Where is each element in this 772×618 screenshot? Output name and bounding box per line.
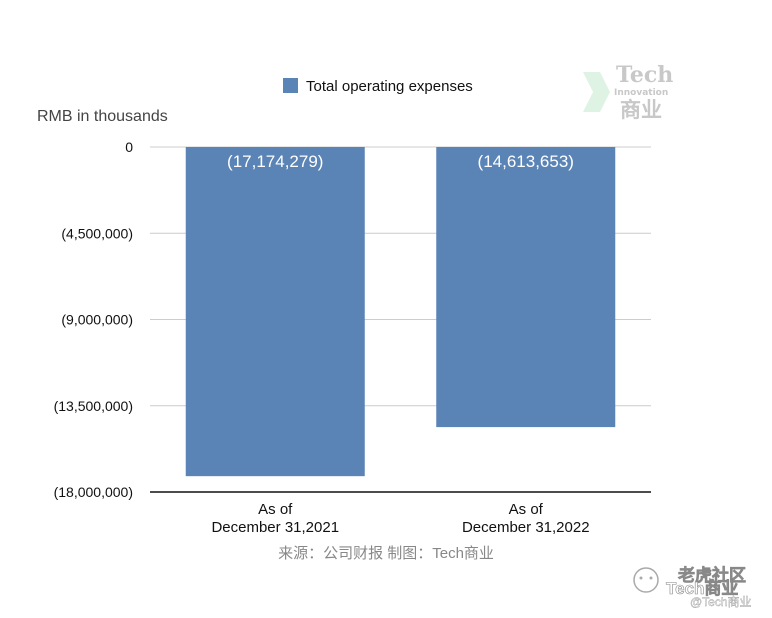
y-tick-label: (13,500,000) bbox=[54, 398, 133, 414]
wechat-icon-dot2 bbox=[649, 576, 653, 580]
y-axis-label: RMB in thousands bbox=[37, 108, 168, 125]
x-tick-label: December 31,2021 bbox=[211, 519, 339, 536]
legend-label: Total operating expenses bbox=[306, 78, 473, 95]
y-tick-label: (4,500,000) bbox=[61, 225, 133, 241]
watermark-bottom-line2: Tech商业 bbox=[666, 578, 738, 598]
bar-data-label: (17,174,279) bbox=[227, 152, 323, 171]
x-tick-label: December 31,2022 bbox=[462, 519, 590, 536]
watermark-bottom-line1: 老虎社区 bbox=[677, 565, 746, 585]
x-tick-label: As of bbox=[509, 501, 544, 518]
legend-swatch bbox=[283, 78, 298, 93]
y-tick-label: (18,000,000) bbox=[54, 484, 133, 500]
bar bbox=[436, 147, 616, 428]
y-tick-label: 0 bbox=[125, 139, 133, 155]
y-axis-ticks: 0 (4,500,000) (9,000,000) (13,500,000) (18,0… bbox=[54, 139, 134, 500]
legend: Total operating expenses bbox=[283, 78, 473, 95]
watermark-logo-sub: Innovation bbox=[614, 88, 668, 98]
watermark-bottom-handle: @Tech商业 bbox=[690, 594, 752, 609]
source-note: 来源：公司财报 制图：Tech商业 bbox=[278, 545, 494, 562]
bar-data-label: (14,613,653) bbox=[478, 152, 574, 171]
y-tick-label: (9,000,000) bbox=[61, 312, 133, 328]
watermark-arrow-icon bbox=[583, 72, 610, 112]
watermark-logo: Tech Innovation 商业 bbox=[583, 62, 673, 122]
x-tick-label: As of bbox=[258, 501, 293, 518]
bars: (17,174,279) (14,613,653) bbox=[185, 147, 616, 477]
wechat-icon bbox=[633, 567, 659, 593]
watermark-logo-word: Tech bbox=[616, 62, 673, 88]
watermark-bottom: 老虎社区 Tech商业 @Tech商业 bbox=[633, 565, 752, 609]
wechat-icon-dot bbox=[639, 576, 643, 580]
watermark-logo-cn: 商业 bbox=[620, 97, 662, 122]
bar bbox=[185, 147, 365, 477]
